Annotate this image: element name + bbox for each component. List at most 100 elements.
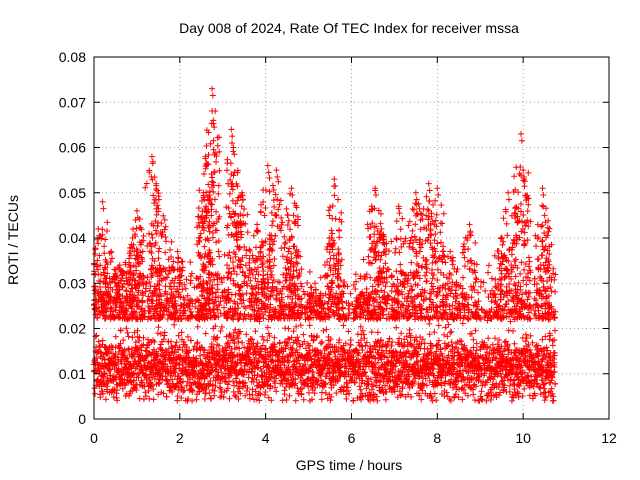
data-point bbox=[155, 248, 162, 255]
data-point bbox=[187, 259, 194, 266]
data-point bbox=[124, 355, 131, 362]
data-point bbox=[549, 342, 556, 349]
data-point bbox=[306, 322, 313, 329]
data-point bbox=[470, 336, 477, 343]
data-point bbox=[319, 339, 326, 346]
data-point bbox=[106, 349, 113, 356]
data-point bbox=[112, 350, 119, 357]
data-point bbox=[522, 331, 529, 338]
data-point bbox=[304, 280, 311, 287]
data-point bbox=[163, 238, 170, 245]
data-point bbox=[243, 331, 250, 338]
data-point bbox=[423, 278, 430, 285]
data-point bbox=[135, 374, 142, 381]
data-point bbox=[104, 383, 111, 390]
y-axis-label: ROTI / TECUs bbox=[5, 195, 21, 285]
data-point bbox=[101, 243, 108, 250]
data-point bbox=[99, 198, 106, 205]
data-point bbox=[121, 348, 128, 355]
data-point bbox=[386, 335, 393, 342]
data-point bbox=[125, 333, 132, 340]
data-point bbox=[132, 339, 139, 346]
data-point bbox=[125, 346, 132, 353]
data-point bbox=[161, 216, 168, 223]
data-point bbox=[140, 396, 147, 403]
data-point bbox=[119, 385, 126, 392]
data-point bbox=[273, 295, 280, 302]
data-point bbox=[171, 321, 178, 328]
data-point bbox=[93, 332, 100, 339]
data-point bbox=[107, 372, 114, 379]
data-point bbox=[406, 326, 413, 333]
data-point bbox=[96, 342, 103, 349]
data-point bbox=[153, 211, 160, 218]
data-point bbox=[157, 330, 164, 337]
data-point bbox=[314, 333, 321, 340]
data-point bbox=[160, 212, 167, 219]
data-point bbox=[193, 396, 200, 403]
data-point bbox=[178, 329, 185, 336]
data-point bbox=[345, 305, 352, 312]
data-point bbox=[255, 264, 262, 271]
data-point bbox=[148, 153, 155, 160]
data-point bbox=[480, 279, 487, 286]
data-point bbox=[258, 372, 265, 379]
data-point bbox=[102, 396, 109, 403]
data-point bbox=[102, 236, 109, 243]
data-point bbox=[230, 378, 237, 385]
data-point bbox=[136, 395, 143, 402]
data-point bbox=[201, 170, 208, 177]
data-point bbox=[162, 223, 169, 230]
data-point bbox=[551, 327, 558, 334]
data-point bbox=[95, 338, 102, 345]
data-point bbox=[475, 298, 482, 305]
data-point bbox=[142, 389, 149, 396]
data-point bbox=[448, 339, 455, 346]
data-point bbox=[368, 329, 375, 336]
data-point bbox=[155, 255, 162, 262]
data-point bbox=[142, 372, 149, 379]
data-point bbox=[97, 394, 104, 401]
data-point bbox=[248, 336, 255, 343]
data-point bbox=[139, 379, 146, 386]
data-point bbox=[167, 280, 174, 287]
data-point bbox=[188, 337, 195, 344]
data-point bbox=[382, 396, 389, 403]
grid bbox=[94, 57, 609, 419]
data-point bbox=[202, 330, 209, 337]
data-point bbox=[142, 347, 149, 354]
data-point bbox=[292, 397, 299, 404]
data-point bbox=[120, 337, 127, 344]
data-point bbox=[297, 322, 304, 329]
data-point bbox=[435, 322, 442, 329]
data-point bbox=[232, 375, 239, 382]
data-point bbox=[320, 327, 327, 334]
data-point bbox=[422, 272, 429, 279]
data-point bbox=[473, 347, 480, 354]
data-point bbox=[552, 380, 559, 387]
data-point bbox=[485, 262, 492, 269]
data-point bbox=[104, 219, 111, 226]
data-point bbox=[133, 387, 140, 394]
data-point bbox=[156, 245, 163, 252]
data-point bbox=[491, 346, 498, 353]
data-point bbox=[167, 246, 174, 253]
data-point bbox=[360, 256, 367, 263]
data-point bbox=[511, 340, 518, 347]
data-point bbox=[131, 377, 138, 384]
data-point bbox=[104, 348, 111, 355]
data-point bbox=[217, 386, 224, 393]
data-point bbox=[471, 397, 478, 404]
data-point bbox=[163, 393, 170, 400]
data-point bbox=[211, 276, 218, 283]
data-point bbox=[218, 323, 225, 330]
data-point bbox=[318, 396, 325, 403]
data-point bbox=[418, 383, 425, 390]
data-point bbox=[488, 275, 495, 282]
data-point bbox=[485, 335, 492, 342]
data-point bbox=[91, 385, 98, 392]
data-point bbox=[109, 255, 116, 262]
data-point bbox=[306, 389, 313, 396]
data-point bbox=[226, 395, 233, 402]
data-point bbox=[156, 380, 163, 387]
